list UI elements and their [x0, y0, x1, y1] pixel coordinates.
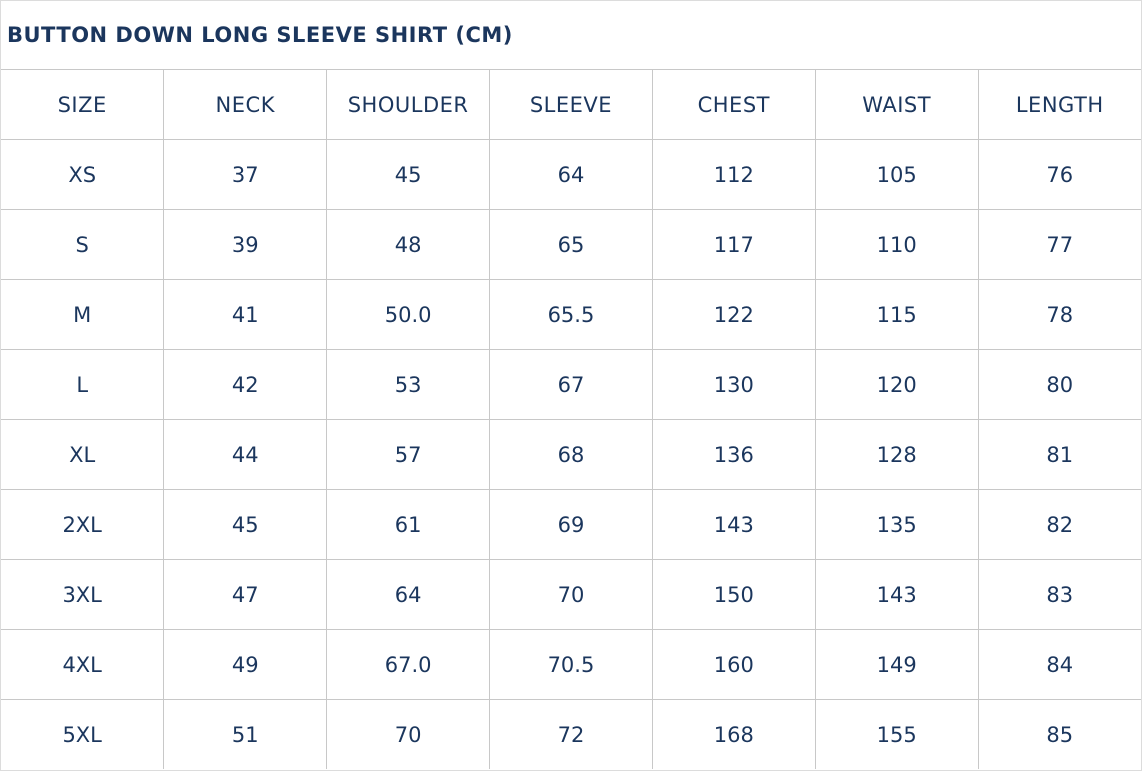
measurement-cell: 48 — [326, 209, 491, 280]
measurement-cell: 72 — [489, 699, 653, 769]
table-row: L 42 53 67 130 120 80 — [1, 349, 1141, 420]
measurement-cell: 81 — [977, 419, 1141, 490]
size-cell: 3XL — [1, 559, 165, 630]
column-header-chest: CHEST — [651, 70, 816, 140]
measurement-cell: 105 — [814, 139, 979, 210]
size-table: SIZE NECK SHOULDER SLEEVE CHEST WAIST LENGTH X… — [1, 70, 1141, 769]
measurement-cell: 69 — [489, 489, 653, 560]
measurement-cell: 65.5 — [489, 279, 653, 350]
measurement-cell: 112 — [651, 139, 816, 210]
measurement-cell: 110 — [814, 209, 979, 280]
size-cell: 5XL — [1, 699, 165, 769]
size-cell: XL — [1, 419, 165, 490]
measurement-cell: 82 — [977, 489, 1141, 560]
measurement-cell: 70 — [489, 559, 653, 630]
measurement-cell: 65 — [489, 209, 653, 280]
measurement-cell: 83 — [977, 559, 1141, 630]
measurement-cell: 136 — [651, 419, 816, 490]
table-row: 2XL 45 61 69 143 135 82 — [1, 489, 1141, 560]
measurement-cell: 41 — [163, 279, 328, 350]
size-cell: 4XL — [1, 629, 165, 700]
measurement-cell: 61 — [326, 489, 491, 560]
column-header-size: SIZE — [1, 70, 165, 140]
measurement-cell: 68 — [489, 419, 653, 490]
size-cell: L — [1, 349, 165, 420]
measurement-cell: 168 — [651, 699, 816, 769]
measurement-cell: 37 — [163, 139, 328, 210]
measurement-cell: 85 — [977, 699, 1141, 769]
table-row: S 39 48 65 117 110 77 — [1, 209, 1141, 280]
measurement-cell: 70 — [326, 699, 491, 769]
measurement-cell: 135 — [814, 489, 979, 560]
column-header-shoulder: SHOULDER — [326, 70, 491, 140]
table-row: M 41 50.0 65.5 122 115 78 — [1, 279, 1141, 350]
measurement-cell: 76 — [977, 139, 1141, 210]
measurement-cell: 50.0 — [326, 279, 491, 350]
column-header-sleeve: SLEEVE — [489, 70, 653, 140]
measurement-cell: 143 — [651, 489, 816, 560]
table-row: 5XL 51 70 72 168 155 85 — [1, 699, 1141, 769]
table-row: 4XL 49 67.0 70.5 160 149 84 — [1, 629, 1141, 700]
table-row: XS 37 45 64 112 105 76 — [1, 139, 1141, 210]
measurement-cell: 67 — [489, 349, 653, 420]
measurement-cell: 128 — [814, 419, 979, 490]
measurement-cell: 39 — [163, 209, 328, 280]
column-header-neck: NECK — [163, 70, 328, 140]
size-cell: S — [1, 209, 165, 280]
measurement-cell: 80 — [977, 349, 1141, 420]
table-row: 3XL 47 64 70 150 143 83 — [1, 559, 1141, 630]
measurement-cell: 115 — [814, 279, 979, 350]
measurement-cell: 122 — [651, 279, 816, 350]
measurement-cell: 84 — [977, 629, 1141, 700]
measurement-cell: 120 — [814, 349, 979, 420]
size-cell: 2XL — [1, 489, 165, 560]
measurement-cell: 149 — [814, 629, 979, 700]
measurement-cell: 77 — [977, 209, 1141, 280]
measurement-cell: 150 — [651, 559, 816, 630]
measurement-cell: 44 — [163, 419, 328, 490]
measurement-cell: 64 — [489, 139, 653, 210]
measurement-cell: 49 — [163, 629, 328, 700]
measurement-cell: 70.5 — [489, 629, 653, 700]
measurement-cell: 160 — [651, 629, 816, 700]
measurement-cell: 45 — [163, 489, 328, 560]
measurement-cell: 130 — [651, 349, 816, 420]
size-cell: M — [1, 279, 165, 350]
table-row: XL 44 57 68 136 128 81 — [1, 419, 1141, 490]
measurement-cell: 57 — [326, 419, 491, 490]
measurement-cell: 64 — [326, 559, 491, 630]
measurement-cell: 143 — [814, 559, 979, 630]
measurement-cell: 51 — [163, 699, 328, 769]
column-header-waist: WAIST — [814, 70, 979, 140]
measurement-cell: 117 — [651, 209, 816, 280]
chart-title: BUTTON DOWN LONG SLEEVE SHIRT (CM) — [1, 1, 1141, 70]
measurement-cell: 42 — [163, 349, 328, 420]
measurement-cell: 53 — [326, 349, 491, 420]
measurement-cell: 47 — [163, 559, 328, 630]
measurement-cell: 155 — [814, 699, 979, 769]
measurement-cell: 45 — [326, 139, 491, 210]
header-row: SIZE NECK SHOULDER SLEEVE CHEST WAIST LENGTH — [1, 70, 1141, 140]
measurement-cell: 67.0 — [326, 629, 491, 700]
measurement-cell: 78 — [977, 279, 1141, 350]
column-header-length: LENGTH — [977, 70, 1141, 140]
size-cell: XS — [1, 139, 165, 210]
